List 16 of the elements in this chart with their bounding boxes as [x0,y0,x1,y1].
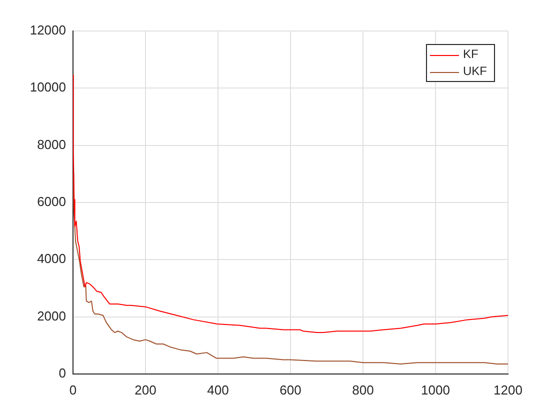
x-tick-label: 800 [352,382,374,398]
y-tick-label: 0 [58,366,66,381]
x-tick-label: 600 [280,382,302,398]
x-tick-label: 400 [207,382,229,398]
y-tick-label: 8000 [37,136,66,152]
legend-label: KF [463,46,478,61]
y-tick-label: 10000 [30,80,66,95]
y-tick-label: 6000 [37,194,66,210]
x-tick-label: 1000 [421,382,450,398]
x-tick-label: 0 [69,382,77,398]
y-tick-label: 4000 [37,251,66,266]
y-tick-label: 2000 [37,308,66,324]
legend-label: UKF [463,64,487,78]
x-tick-label: 1200 [494,382,522,398]
x-tick-label: 200 [134,382,156,398]
y-tick-label: 12000 [30,22,66,38]
